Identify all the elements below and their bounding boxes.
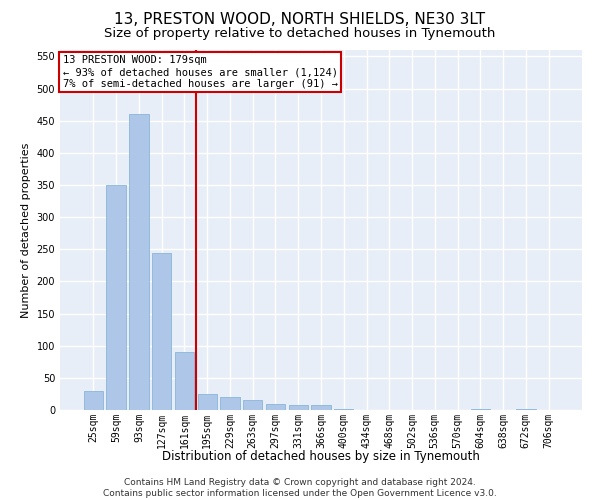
Text: 13 PRESTON WOOD: 179sqm
← 93% of detached houses are smaller (1,124)
7% of semi-: 13 PRESTON WOOD: 179sqm ← 93% of detache… xyxy=(62,56,338,88)
Bar xyxy=(84,390,103,410)
Text: Contains HM Land Registry data © Crown copyright and database right 2024.
Contai: Contains HM Land Registry data © Crown c… xyxy=(103,478,497,498)
Text: 13, PRESTON WOOD, NORTH SHIELDS, NE30 3LT: 13, PRESTON WOOD, NORTH SHIELDS, NE30 3L… xyxy=(115,12,485,28)
Bar xyxy=(220,397,239,410)
Bar xyxy=(266,404,285,410)
Bar xyxy=(175,352,194,410)
Bar xyxy=(289,405,308,410)
Bar xyxy=(106,185,126,410)
Text: Size of property relative to detached houses in Tynemouth: Size of property relative to detached ho… xyxy=(104,28,496,40)
Bar xyxy=(243,400,262,410)
Text: Distribution of detached houses by size in Tynemouth: Distribution of detached houses by size … xyxy=(162,450,480,463)
Bar xyxy=(129,114,149,410)
Bar xyxy=(311,405,331,410)
Bar xyxy=(197,394,217,410)
Bar xyxy=(152,252,172,410)
Y-axis label: Number of detached properties: Number of detached properties xyxy=(21,142,31,318)
